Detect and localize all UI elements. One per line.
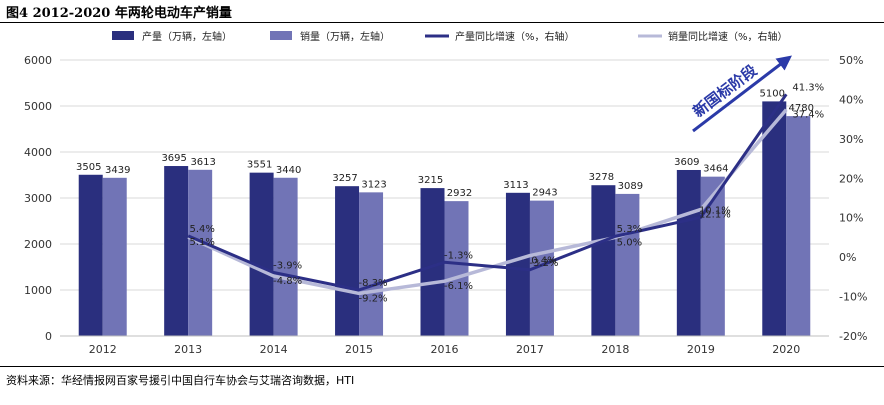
sales-bar-label: 3440: [276, 165, 301, 176]
x-axis-tick-label: 2020: [772, 343, 800, 356]
right-axis-tick-label: -20%: [839, 330, 867, 343]
production-bar: [164, 166, 189, 336]
production-bar-label: 3278: [589, 172, 614, 183]
sales-bar: [102, 177, 127, 336]
sales-bar: [359, 192, 384, 336]
x-axis-tick-label: 2014: [260, 343, 288, 356]
sales-bar-label: 3089: [618, 181, 643, 192]
figure-title: 图4 2012-2020 年两轮电动车产销量: [6, 6, 232, 21]
production-growth-label: -3.9%: [273, 261, 302, 272]
annotation-text: 新国标阶段: [690, 61, 761, 121]
production-bar-label: 3215: [418, 175, 443, 186]
legend-production-label: 产量（万辆，左轴）: [142, 30, 232, 43]
sales-growth-label: 37.4%: [792, 110, 824, 121]
production-bar: [676, 169, 701, 336]
sales-bar: [444, 201, 469, 336]
right-axis-tick-label: 0%: [839, 251, 856, 264]
right-axis-tick-label: -10%: [839, 291, 867, 304]
sales-bar-label: 3439: [105, 165, 130, 176]
sales-growth-label: 5.0%: [617, 237, 642, 248]
legend-sales-label: 销量（万辆，左轴）: [300, 30, 390, 43]
sales-bar: [273, 177, 298, 336]
production-bar-label: 3695: [161, 153, 186, 164]
left-axis-tick-label: 3000: [24, 192, 52, 205]
production-bar: [762, 101, 787, 337]
sales-growth-label: -4.8%: [273, 276, 302, 287]
sales-bar-label: 2943: [532, 188, 557, 199]
production-bar-label: 3609: [674, 157, 699, 168]
production-growth-label: -3.2%: [529, 258, 558, 269]
production-growth-label: -1.3%: [444, 250, 473, 261]
sales-growth-label: -6.1%: [444, 281, 473, 292]
left-axis-tick-label: 2000: [24, 238, 52, 251]
production-bar: [591, 185, 616, 336]
sales-growth-label: 0.4%: [531, 256, 556, 267]
sales-bar-label: 3123: [361, 179, 386, 190]
sales-growth-label: 5.1%: [189, 237, 214, 248]
right-axis-tick-label: 10%: [839, 212, 863, 225]
sales-bar: [188, 169, 213, 336]
left-axis-tick-label: 5000: [24, 100, 52, 113]
bottom-rule: [0, 366, 884, 367]
production-bar: [335, 186, 360, 336]
sales-growth-label: -9.2%: [359, 293, 388, 304]
sales-bar-label: 3464: [703, 164, 728, 175]
sales-bar: [615, 193, 640, 336]
sales-bar: [786, 116, 811, 337]
top-rule: [0, 22, 884, 23]
production-bar: [505, 192, 530, 336]
left-axis-tick-label: 6000: [24, 54, 52, 67]
trend-arrow: [692, 55, 792, 133]
sales-growth-label: 12.1%: [699, 209, 731, 220]
left-axis-tick-label: 0: [45, 330, 52, 343]
source-note: 资料来源：华经情报网百家号援引中国自行车协会与艾瑞咨询数据，HTI: [6, 374, 355, 387]
sales-growth-line: [187, 108, 788, 296]
sales-bar-label: 2932: [447, 188, 472, 199]
production-bar-label: 3551: [247, 160, 272, 171]
production-bar-label: 3505: [76, 162, 101, 173]
sales-bar-label: 4780: [789, 103, 814, 114]
production-growth-label: 5.3%: [617, 224, 642, 235]
production-growth-line: [187, 93, 788, 292]
legend-sales-swatch: [270, 31, 292, 40]
production-bar-label: 5100: [760, 88, 785, 99]
x-axis-tick-label: 2012: [89, 343, 117, 356]
right-axis-tick-label: 50%: [839, 54, 863, 67]
x-axis-tick-label: 2015: [345, 343, 373, 356]
x-axis-tick-label: 2017: [516, 343, 544, 356]
x-axis-tick-label: 2018: [601, 343, 629, 356]
production-bar-label: 3113: [503, 180, 528, 191]
legend-sales-growth-label: 销量同比增速（%，右轴）: [668, 30, 788, 43]
left-axis-tick-label: 1000: [24, 284, 52, 297]
production-growth-label: 41.3%: [792, 82, 824, 93]
legend-production-swatch: [112, 31, 134, 40]
production-growth-label: 5.4%: [189, 224, 214, 235]
right-axis-tick-label: 30%: [839, 133, 863, 146]
left-axis-tick-label: 4000: [24, 146, 52, 159]
x-axis-tick-label: 2016: [431, 343, 459, 356]
x-axis-tick-label: 2013: [174, 343, 202, 356]
production-bar: [249, 172, 274, 336]
production-growth-label: 10.1%: [699, 205, 731, 216]
right-axis-tick-label: 20%: [839, 172, 863, 185]
legend-production-growth-label: 产量同比增速（%，右轴）: [455, 30, 575, 43]
production-bar-label: 3257: [332, 173, 357, 184]
sales-bar-label: 3613: [190, 157, 215, 168]
production-bar: [78, 174, 103, 336]
x-axis-tick-label: 2019: [687, 343, 715, 356]
right-axis-tick-label: 40%: [839, 93, 863, 106]
production-growth-label: -8.3%: [359, 278, 388, 289]
